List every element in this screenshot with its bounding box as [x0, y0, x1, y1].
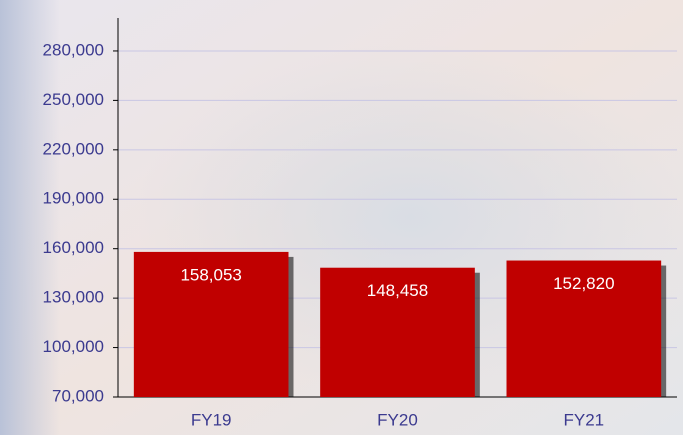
x-tick-label: FY20 [377, 410, 418, 429]
y-tick-label: 250,000 [43, 90, 104, 109]
y-tick-label: 70,000 [52, 386, 104, 405]
y-tick-label: 100,000 [43, 337, 104, 356]
data-label: 152,820 [553, 274, 614, 293]
x-tick-label: FY21 [564, 410, 605, 429]
y-tick-label: 190,000 [43, 189, 104, 208]
x-tick-label: FY19 [191, 410, 232, 429]
y-tick-label: 130,000 [43, 288, 104, 307]
bar [320, 267, 475, 397]
data-label: 158,053 [180, 265, 241, 284]
y-tick-label: 160,000 [43, 238, 104, 257]
bar [506, 260, 662, 397]
background-edge [0, 0, 60, 435]
data-label: 148,458 [367, 281, 428, 300]
y-tick-label: 280,000 [43, 40, 104, 59]
y-tick-label: 220,000 [43, 139, 104, 158]
bar [133, 251, 289, 397]
